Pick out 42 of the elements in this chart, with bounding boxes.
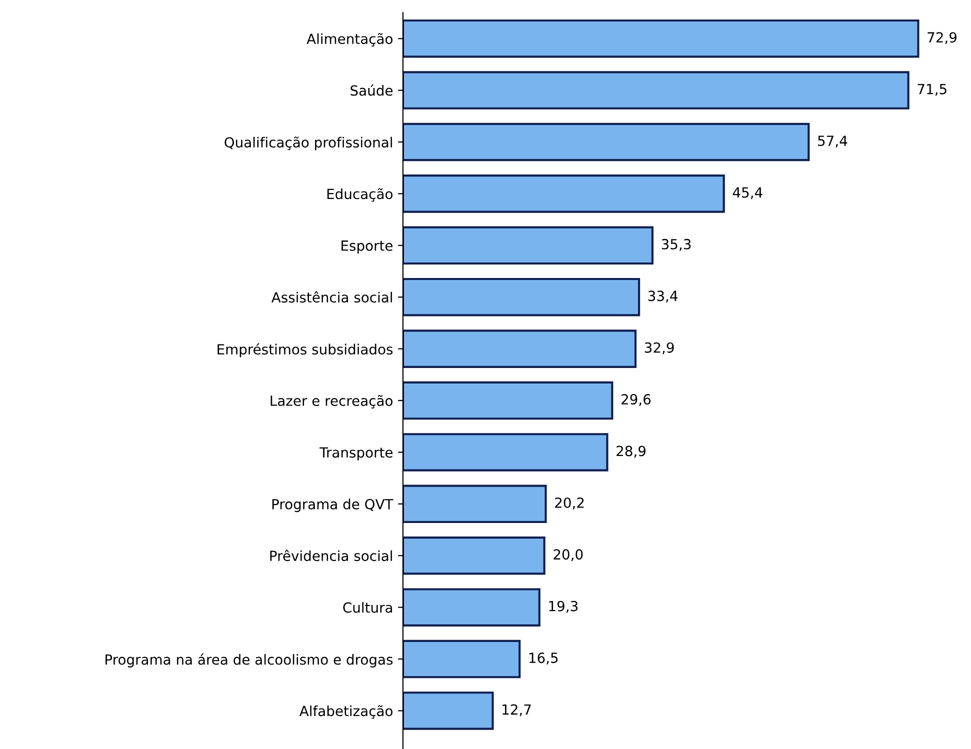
bar [402,381,614,420]
data-label: 45,4 [732,187,762,200]
bar [402,536,546,575]
bar [402,588,540,626]
data-label: 16,5 [529,652,558,664]
data-label: 57,4 [818,136,848,148]
bar [402,122,810,162]
data-label: 72,9 [928,32,957,44]
bar [402,71,910,110]
y-tick-label: Transporte [319,447,393,460]
y-tick-label: Programa de QVT [272,498,394,512]
bar [402,19,920,58]
data-label: 12,7 [502,704,531,716]
y-tick-label: Assistência social [271,291,392,303]
bar [402,278,640,316]
bar [402,174,725,213]
y-tick-label: Qualificação profissional [224,136,392,150]
y-tick-label: Educação [327,188,392,202]
bar [402,484,547,524]
data-label: 20,2 [555,497,584,510]
y-tick-label: Alfabetização [299,705,392,719]
data-label: 29,6 [622,394,651,406]
y-tick-label: Esporte [342,240,392,254]
bar [402,330,637,368]
data-label: 35,3 [662,238,691,251]
data-label: 28,9 [616,446,646,458]
data-label: 33,4 [648,290,678,303]
bar [402,433,608,472]
y-tick-label: Saúde [350,84,392,96]
y-tick-label: Empréstimos subsidiados [218,343,393,358]
data-label: 32,9 [644,342,674,354]
data-label: 71,5 [918,84,946,96]
y-tick-label: Programa na área de alcoolismo e drogas [106,653,393,668]
y-tick-label: Alimentação [306,33,392,47]
bar [402,226,654,265]
bar [402,640,521,678]
data-label: 19,3 [549,600,578,613]
bar [402,692,494,730]
y-tick-label: Lazer e recreação [270,395,392,408]
y-tick-label: Cultura [343,602,392,613]
y-tick-label: Prêvidencia social [270,550,392,562]
data-label: 20,0 [554,549,583,562]
